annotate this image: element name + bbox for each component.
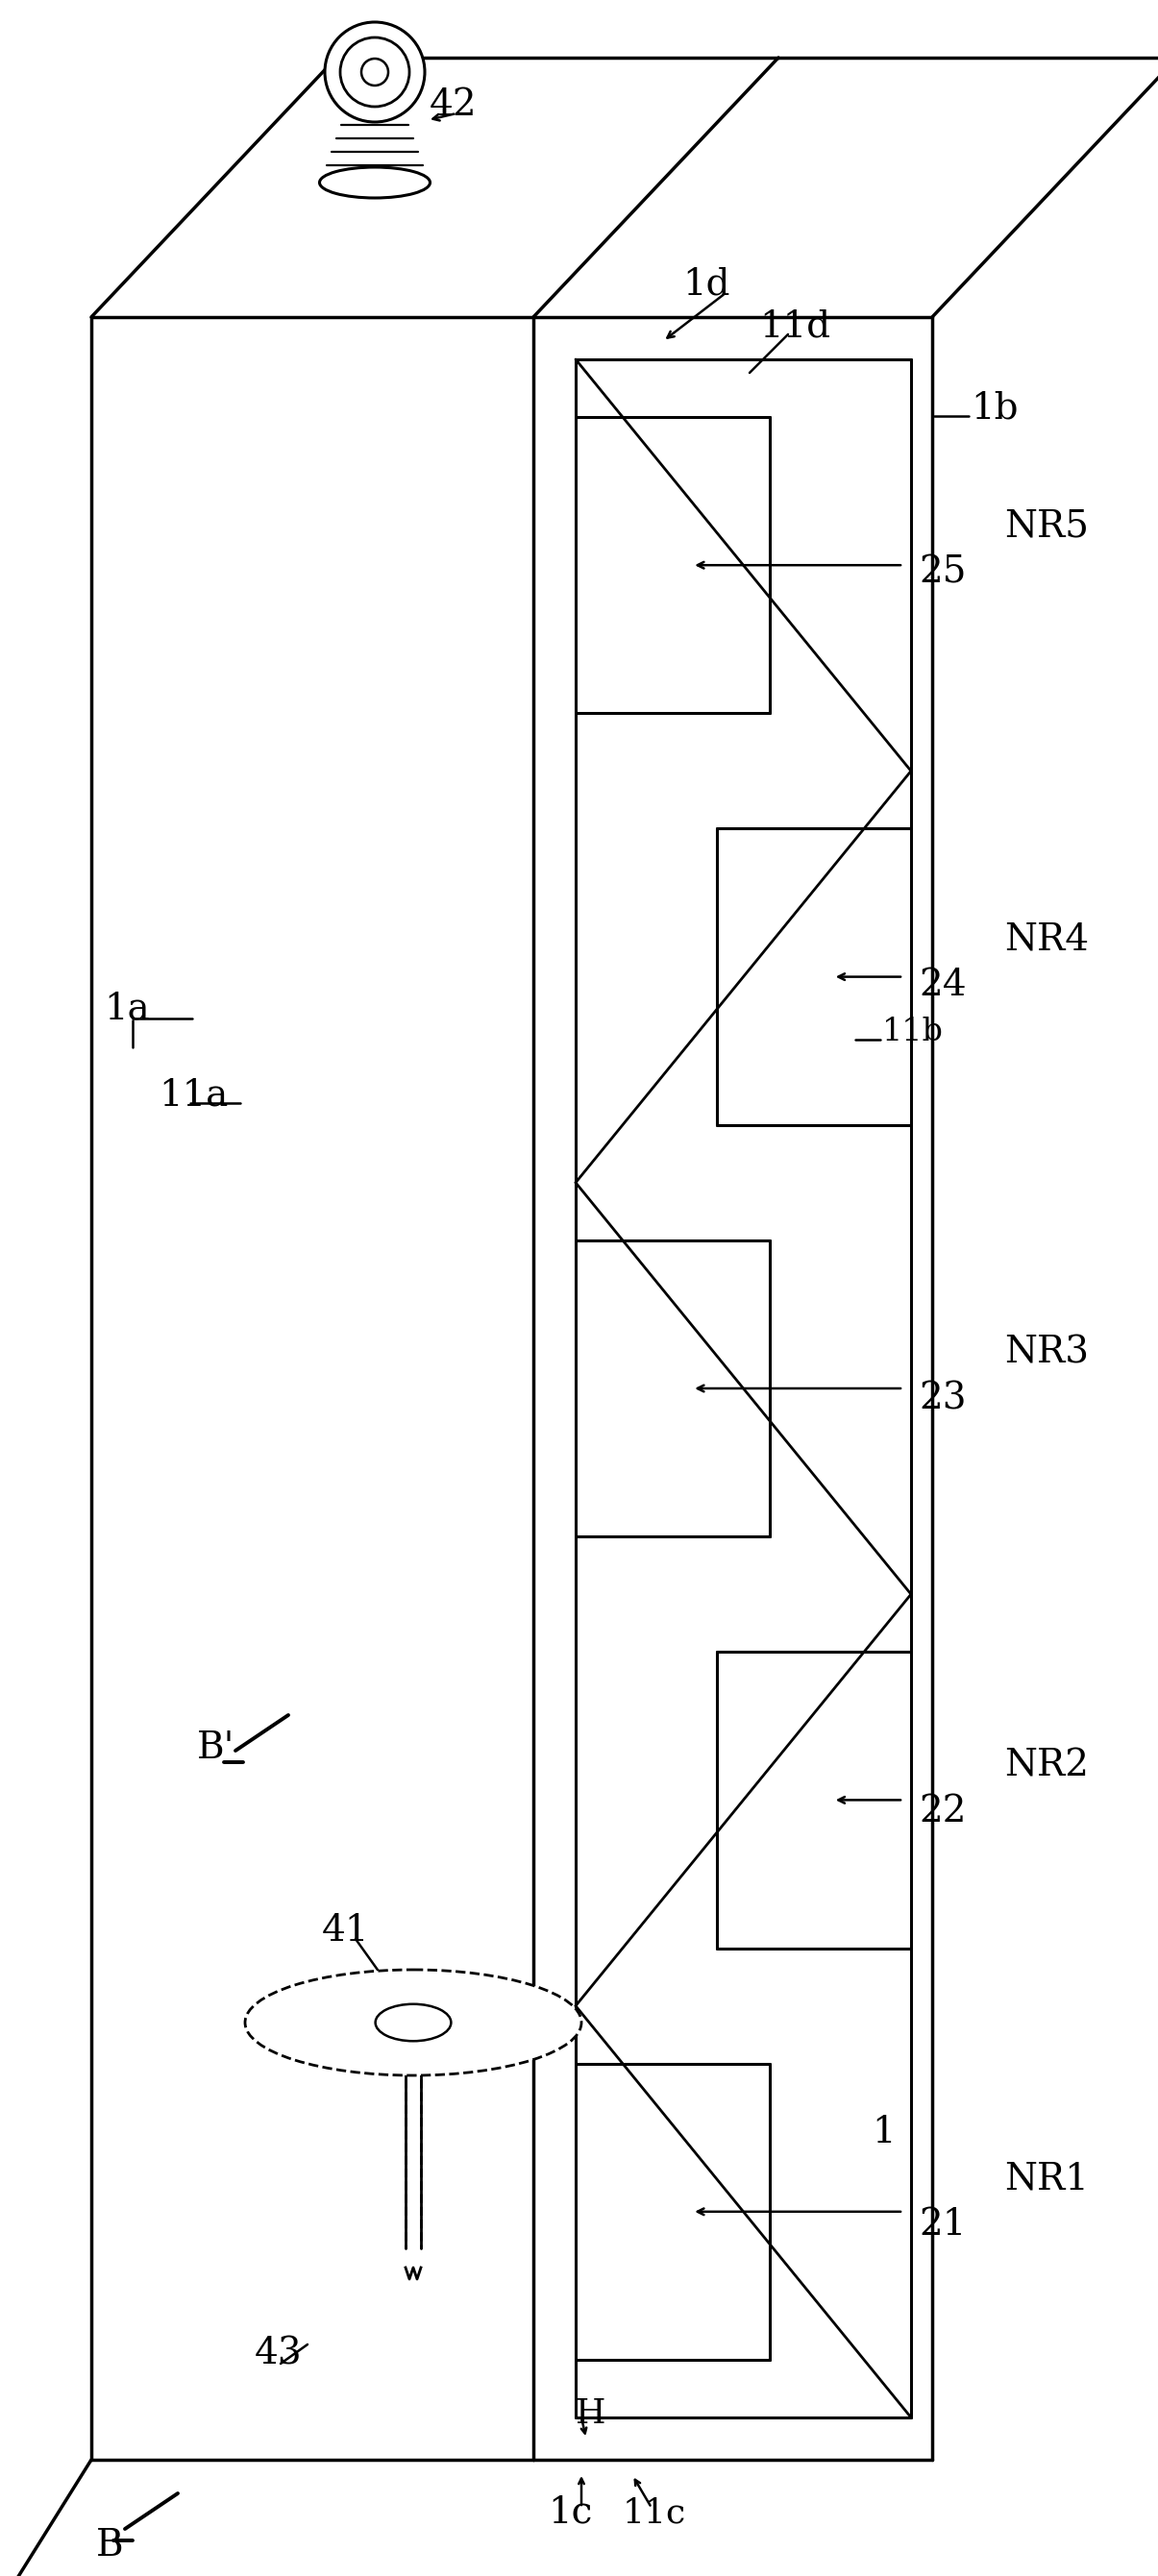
Text: 42: 42 <box>430 88 477 124</box>
Circle shape <box>361 59 388 85</box>
Text: 23: 23 <box>918 1381 966 1417</box>
Text: 21: 21 <box>918 2208 966 2244</box>
Text: 11d: 11d <box>760 309 830 345</box>
Ellipse shape <box>320 167 430 198</box>
Text: B: B <box>96 2530 124 2563</box>
Text: 1a: 1a <box>104 992 149 1028</box>
Text: 11a: 11a <box>159 1077 228 1113</box>
Text: NR5: NR5 <box>1004 510 1089 544</box>
Text: 1c: 1c <box>548 2494 593 2530</box>
Ellipse shape <box>245 1971 581 2076</box>
Text: NR1: NR1 <box>1004 2161 1089 2197</box>
Text: 24: 24 <box>918 969 967 1005</box>
Circle shape <box>340 39 410 106</box>
Circle shape <box>324 23 425 121</box>
Text: 11c: 11c <box>623 2496 687 2530</box>
Text: NR3: NR3 <box>1004 1334 1089 1370</box>
Text: 41: 41 <box>322 1914 369 1950</box>
Text: H: H <box>576 2398 606 2429</box>
Text: 25: 25 <box>918 554 966 590</box>
Text: 11b: 11b <box>882 1018 944 1048</box>
Text: NR4: NR4 <box>1004 922 1089 958</box>
Text: 22: 22 <box>918 1795 966 1829</box>
Ellipse shape <box>375 2004 452 2040</box>
Text: B': B' <box>197 1731 235 1767</box>
Text: 43: 43 <box>255 2336 302 2372</box>
Text: 1: 1 <box>872 2115 895 2151</box>
Text: NR2: NR2 <box>1004 1749 1089 1783</box>
Text: 1d: 1d <box>682 268 730 301</box>
Text: 1b: 1b <box>970 392 1018 425</box>
